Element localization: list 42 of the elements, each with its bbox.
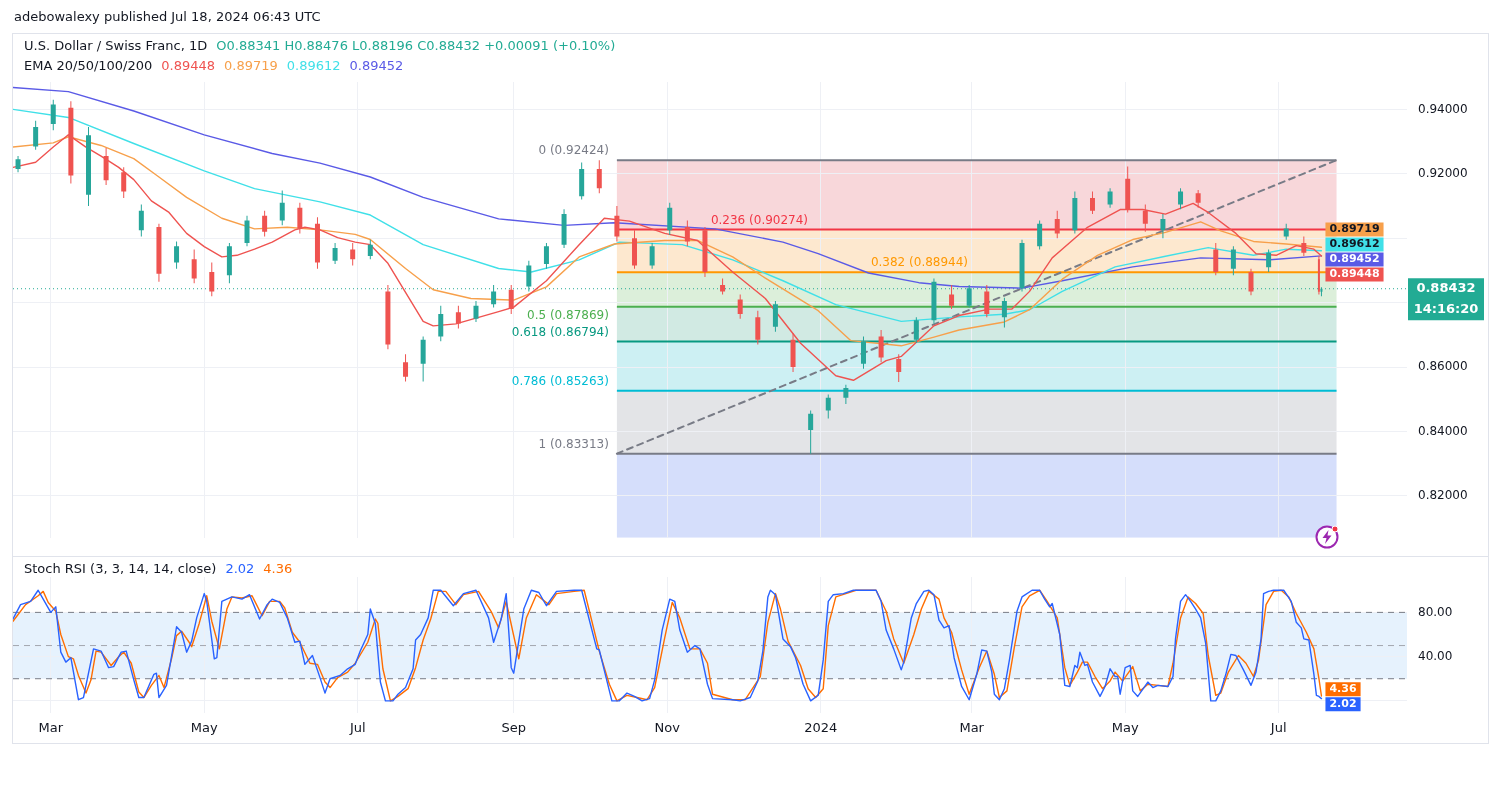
ref-line-label: 0.618 (0.86794) (511, 324, 609, 339)
ref-line-label: 0.236 (0.90274) (710, 212, 809, 227)
ref-line-label: 0.382 (0.88944) (870, 255, 969, 270)
ref-line-label: 0 (0.92424) (538, 143, 609, 158)
y-tick-label: 0.94000 (1418, 101, 1468, 116)
data-label: 0.89612 (1329, 237, 1380, 251)
chart-subtitle: adebowalexy published Jul 18, 2024 06:43 UTC (14, 9, 321, 25)
data-label: 2.02 (1329, 697, 1357, 711)
legend-title: EMA 20/50/100/200 (24, 58, 153, 74)
x-tick-label: Jul (1269, 720, 1287, 736)
x-tick-label: Mar (959, 720, 985, 736)
text: 14:16:20 (1413, 301, 1479, 317)
y-tick-label: 40.00 (1418, 648, 1453, 663)
text: 0.89448 (161, 58, 216, 74)
x-tick-label: Sep (501, 720, 526, 736)
text: 4.36 (263, 561, 293, 577)
chart-title: U.S. Dollar / Swiss Franc, 1D (24, 38, 208, 54)
x-tick-label: 2024 (804, 720, 838, 736)
x-tick-label: May (1111, 720, 1139, 736)
text: 0.89719 (224, 58, 278, 74)
ref-line-label: 0.786 (0.85263) (511, 373, 609, 388)
text: 2.02 (225, 561, 255, 577)
data-label: 4.36 (1329, 682, 1357, 696)
ref-line-label: 0.5 (0.87869) (527, 308, 609, 322)
x-tick-label: May (190, 720, 218, 736)
y-tick-label: 0.92000 (1418, 165, 1468, 180)
data-label: 0.89452 (1329, 252, 1380, 266)
data-label: 0.89448 (1329, 267, 1380, 281)
ref-line-label: 0.88432 (1416, 280, 1476, 296)
ref-line-label: 1 (0.83313) (538, 436, 609, 451)
text: O0.88341 H0.88476 L0.88196 C0.88432 +0.00091 (+0.10%) (216, 38, 616, 54)
y-tick-label: 0.82000 (1418, 488, 1468, 503)
x-tick-label: Jul (348, 720, 366, 736)
text: 0.89612 (286, 58, 341, 74)
y-tick-label: 0.84000 (1418, 423, 1468, 438)
x-tick-label: Nov (654, 720, 681, 736)
x-tick-label: Mar (38, 720, 64, 736)
text: 0.89452 (349, 58, 404, 74)
y-tick-label: 0.86000 (1418, 359, 1468, 374)
data-label: 0.89719 (1329, 222, 1380, 236)
legend-title: Stoch RSI (3, 3, 14, 14, close) (24, 561, 217, 577)
y-tick-label: 80.00 (1418, 604, 1453, 619)
